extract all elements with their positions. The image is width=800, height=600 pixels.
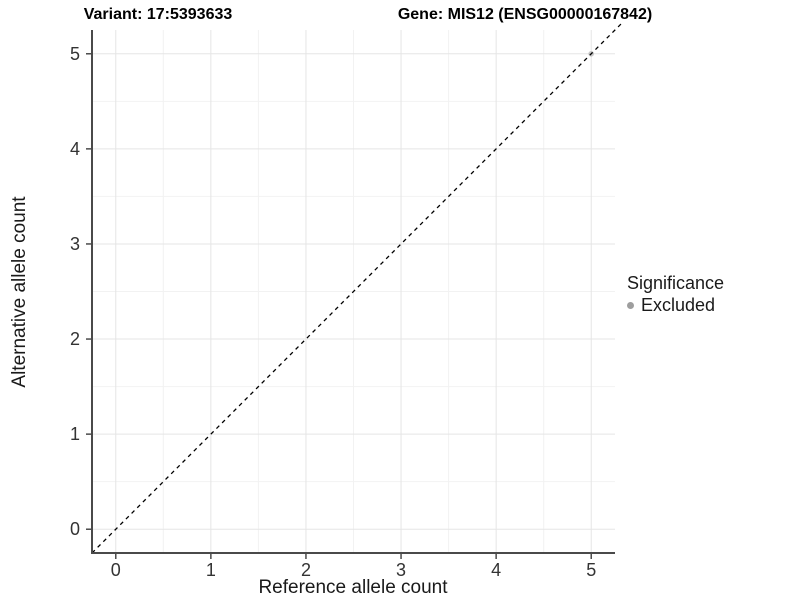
x-tick-label: 2 <box>301 560 311 580</box>
y-axis-label: Alternative allele count <box>9 196 30 388</box>
y-tick-label: 0 <box>70 519 80 539</box>
x-tick-label: 5 <box>586 560 596 580</box>
x-tick-label: 0 <box>111 560 121 580</box>
y-tick-label: 4 <box>70 139 80 159</box>
legend-item-label: Excluded <box>641 295 716 316</box>
x-tick-label: 4 <box>491 560 501 580</box>
x-tick-label: 1 <box>206 560 216 580</box>
legend-point-marker-icon <box>627 302 634 310</box>
y-tick-label: 5 <box>70 44 80 64</box>
legend-title: Significance <box>627 273 725 293</box>
legend: Significance Excluded <box>627 273 724 316</box>
x-axis-label: Reference allele count <box>258 577 448 598</box>
identity-line <box>91 23 622 554</box>
gene-title: Gene: MIS12 (ENSG00000167842) <box>397 6 653 23</box>
y-tick-label: 1 <box>70 424 80 444</box>
variant-title: Variant: 17:5393633 <box>83 6 233 23</box>
y-tick-label: 3 <box>70 234 80 254</box>
y-tick-label: 2 <box>70 329 80 349</box>
x-tick-label: 3 <box>396 560 406 580</box>
legend-item-excluded: Excluded <box>627 295 724 316</box>
